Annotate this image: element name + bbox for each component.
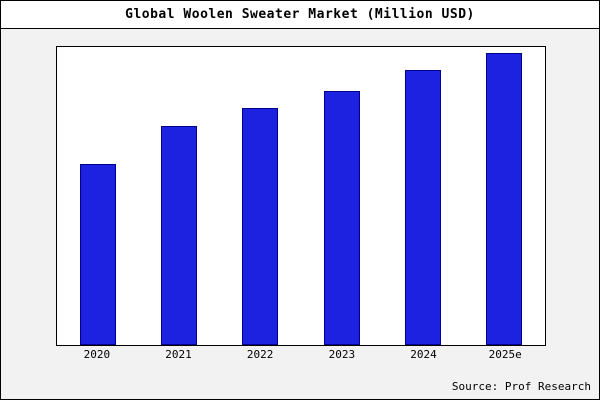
x-axis-tick-labels: 2020 2021 2022 2023 2024 2025e: [56, 348, 546, 361]
bar-slot: [464, 47, 545, 345]
x-tick-label-2022: 2022: [246, 348, 274, 361]
chart-title-bar: Global Woolen Sweater Market (Million US…: [1, 1, 599, 29]
x-tick-label-2021: 2021: [165, 348, 192, 361]
bar-2025e: [486, 52, 523, 345]
tick-slot: 2021: [138, 348, 220, 361]
bar-2023: [323, 90, 360, 345]
tick-slot: 2025e: [464, 348, 546, 361]
tick-slot: 2020: [56, 348, 138, 361]
plot-area: [56, 46, 546, 346]
tick-slot: 2024: [383, 348, 465, 361]
chart-title: Global Woolen Sweater Market (Million US…: [125, 7, 475, 22]
tick-slot: 2022: [219, 348, 301, 361]
bar-2021: [160, 125, 197, 345]
bar-2020: [79, 163, 116, 345]
bar-slot: [57, 47, 138, 345]
x-tick-label-2024: 2024: [410, 348, 437, 361]
x-tick-label-2023: 2023: [328, 348, 356, 361]
x-tick-label-2025e: 2025e: [488, 348, 522, 361]
tick-slot: 2023: [301, 348, 383, 361]
bar-slot: [382, 47, 463, 345]
bar-slot: [138, 47, 219, 345]
bar-slot: [220, 47, 301, 345]
x-tick-label-2020: 2020: [83, 348, 111, 361]
source-credit: Source: Prof Research: [451, 380, 591, 393]
bar-2024: [404, 70, 441, 345]
bars-container: [57, 47, 545, 345]
bar-slot: [301, 47, 382, 345]
bar-2022: [242, 108, 279, 345]
